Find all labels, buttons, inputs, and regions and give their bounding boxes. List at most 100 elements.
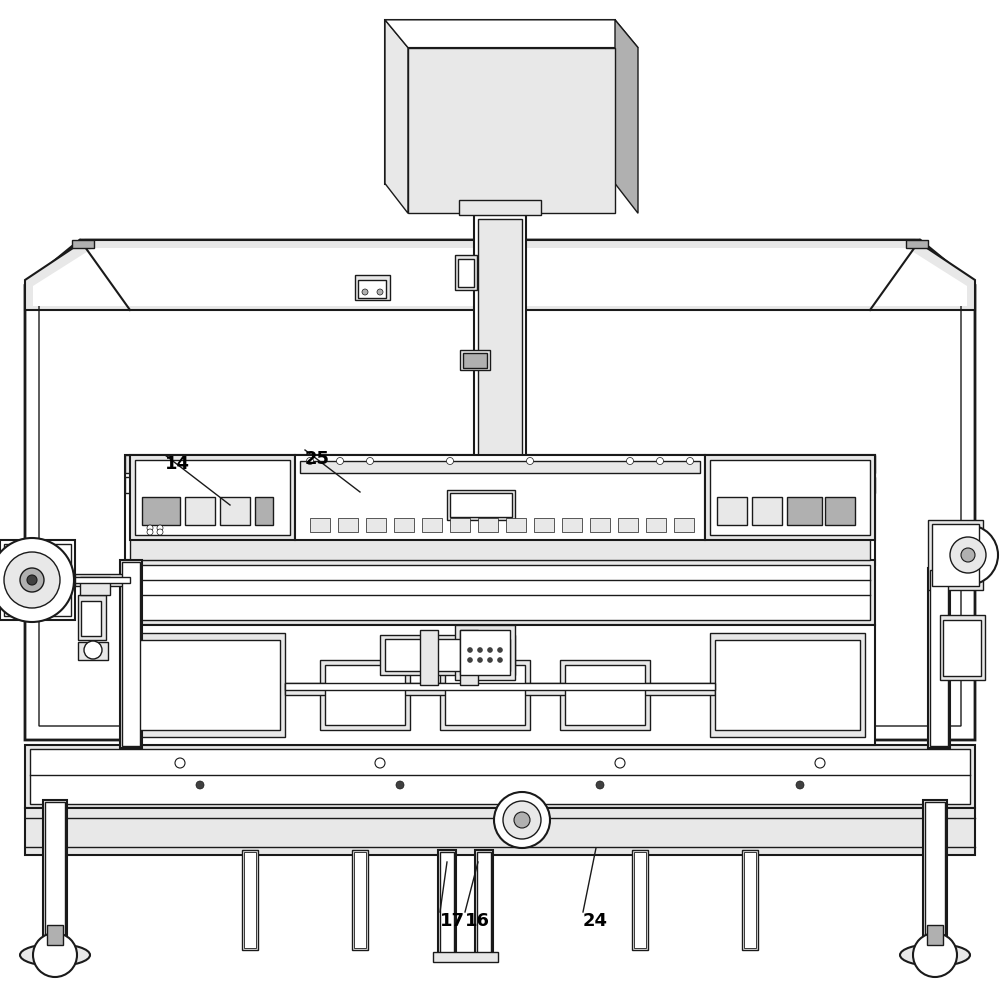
Bar — [295, 455, 705, 540]
Bar — [433, 952, 498, 962]
Bar — [474, 215, 526, 460]
Circle shape — [478, 648, 482, 653]
Bar — [25, 808, 975, 855]
Bar — [906, 240, 928, 248]
Polygon shape — [25, 240, 975, 740]
Circle shape — [498, 658, 503, 663]
Bar — [438, 850, 456, 958]
Bar — [78, 595, 106, 640]
Bar — [300, 461, 700, 473]
Bar — [928, 568, 950, 748]
Bar — [325, 665, 405, 725]
Bar — [130, 633, 285, 737]
Bar — [460, 630, 510, 675]
Bar — [285, 683, 715, 690]
Bar — [338, 518, 358, 532]
Bar — [634, 852, 646, 948]
Bar — [710, 460, 870, 535]
Bar — [715, 640, 860, 730]
Circle shape — [514, 812, 530, 828]
Circle shape — [147, 525, 153, 531]
Bar — [646, 518, 666, 532]
Circle shape — [27, 575, 37, 585]
Bar — [447, 490, 515, 520]
Text: 17: 17 — [440, 912, 465, 930]
Circle shape — [362, 289, 368, 295]
Bar — [320, 660, 410, 730]
Bar — [125, 625, 875, 745]
Bar — [285, 683, 715, 695]
Bar — [25, 745, 975, 808]
Circle shape — [175, 758, 185, 768]
Bar — [130, 538, 870, 560]
Bar — [47, 925, 63, 945]
Polygon shape — [385, 20, 408, 213]
Circle shape — [196, 781, 204, 789]
Circle shape — [147, 529, 153, 535]
Bar — [923, 800, 947, 940]
Bar — [80, 577, 110, 595]
Bar — [380, 635, 515, 675]
Circle shape — [20, 568, 44, 592]
Bar — [459, 200, 541, 215]
Circle shape — [446, 457, 454, 464]
Circle shape — [656, 457, 664, 464]
Bar — [81, 601, 101, 636]
Bar — [460, 350, 490, 370]
Bar — [358, 280, 386, 298]
Circle shape — [938, 525, 998, 585]
Text: 25: 25 — [305, 450, 330, 468]
Text: 14: 14 — [165, 455, 190, 473]
Bar — [744, 852, 756, 948]
Bar — [30, 749, 970, 804]
Bar — [478, 219, 522, 456]
Bar — [455, 255, 477, 290]
Bar — [220, 497, 250, 525]
Circle shape — [375, 758, 385, 768]
Bar — [928, 520, 983, 590]
Bar — [752, 497, 782, 525]
Ellipse shape — [20, 944, 90, 966]
Bar — [463, 353, 487, 368]
Ellipse shape — [900, 944, 970, 966]
Polygon shape — [615, 20, 638, 213]
Bar — [930, 570, 948, 746]
Bar — [742, 850, 758, 950]
Bar — [450, 493, 512, 517]
Bar — [72, 240, 94, 248]
Bar — [932, 524, 979, 586]
Circle shape — [157, 525, 163, 531]
Bar — [135, 460, 290, 535]
Bar — [75, 577, 130, 583]
Bar — [787, 497, 822, 525]
Circle shape — [478, 658, 482, 663]
Circle shape — [494, 792, 550, 848]
Bar — [943, 620, 981, 676]
Circle shape — [488, 658, 492, 663]
Circle shape — [596, 781, 604, 789]
Bar — [352, 850, 368, 950]
Bar — [478, 518, 498, 532]
Circle shape — [0, 538, 74, 622]
Bar — [355, 275, 390, 300]
Circle shape — [615, 758, 625, 768]
Circle shape — [377, 289, 383, 295]
Bar — [310, 518, 330, 532]
Polygon shape — [33, 248, 967, 306]
Bar — [125, 455, 875, 473]
Circle shape — [33, 933, 77, 977]
Bar — [125, 477, 875, 493]
Bar — [244, 852, 256, 948]
Bar — [142, 497, 180, 525]
Bar — [450, 518, 470, 532]
Bar — [940, 615, 985, 680]
Bar — [710, 633, 865, 737]
Bar — [408, 48, 615, 213]
Bar — [477, 852, 491, 956]
Circle shape — [396, 781, 404, 789]
Bar — [705, 455, 875, 540]
Bar — [75, 574, 130, 586]
Circle shape — [306, 457, 314, 464]
Circle shape — [796, 781, 804, 789]
Bar — [255, 497, 273, 525]
